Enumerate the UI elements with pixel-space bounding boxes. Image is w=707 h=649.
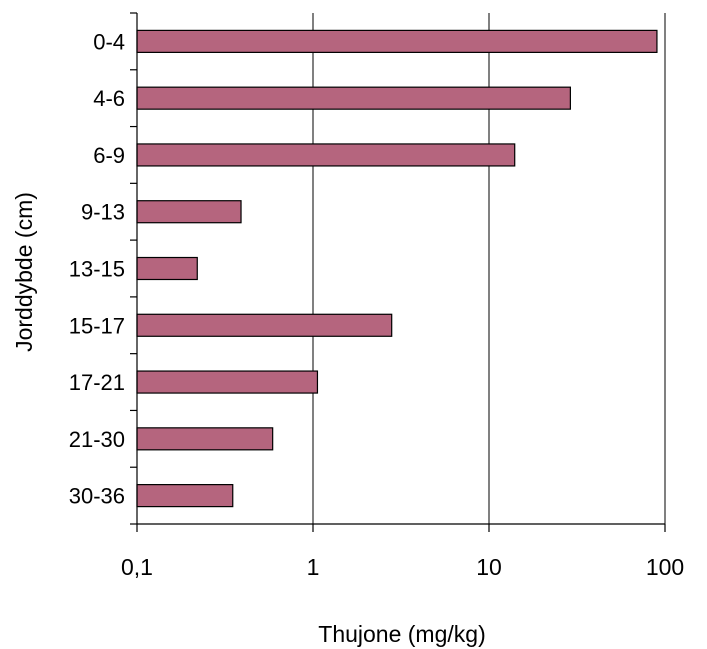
bar-21-30	[136, 427, 274, 451]
bar-9-13	[136, 200, 242, 224]
bars	[136, 29, 658, 508]
tick-labels: 0-4 4-6 6-9 9-13 13-15 15-17 17-21 21-30 30-36 0,…	[69, 29, 684, 580]
bar-6-9	[136, 143, 516, 167]
bar-17-21	[136, 370, 319, 394]
axes	[130, 12, 666, 532]
x-tick-label: 1	[307, 554, 320, 580]
x-tick-label: 10	[476, 554, 502, 580]
y-tick-label: 17-21	[69, 370, 125, 395]
bar-30-36	[136, 484, 234, 508]
y-tick-label: 30-36	[69, 484, 125, 509]
y-tick-label: 9-13	[81, 200, 125, 225]
bar-4-6	[136, 86, 571, 110]
y-tick-label: 15-17	[69, 313, 125, 338]
bar-13-15	[136, 256, 198, 281]
y-tick-label: 4-6	[93, 86, 125, 111]
x-tick-label: 100	[646, 554, 684, 580]
y-tick-label: 0-4	[93, 29, 125, 54]
y-tick-label: 21-30	[69, 427, 125, 452]
y-tick-label: 13-15	[69, 257, 125, 282]
y-axis-title: Jorddybde (cm)	[11, 192, 37, 352]
y-tick-label: 6-9	[93, 143, 125, 168]
x-axis-title: Thujone (mg/kg)	[318, 621, 485, 647]
bar-15-17	[136, 313, 393, 337]
bar-0-4	[136, 29, 658, 53]
x-tick-label: 0,1	[121, 554, 153, 580]
